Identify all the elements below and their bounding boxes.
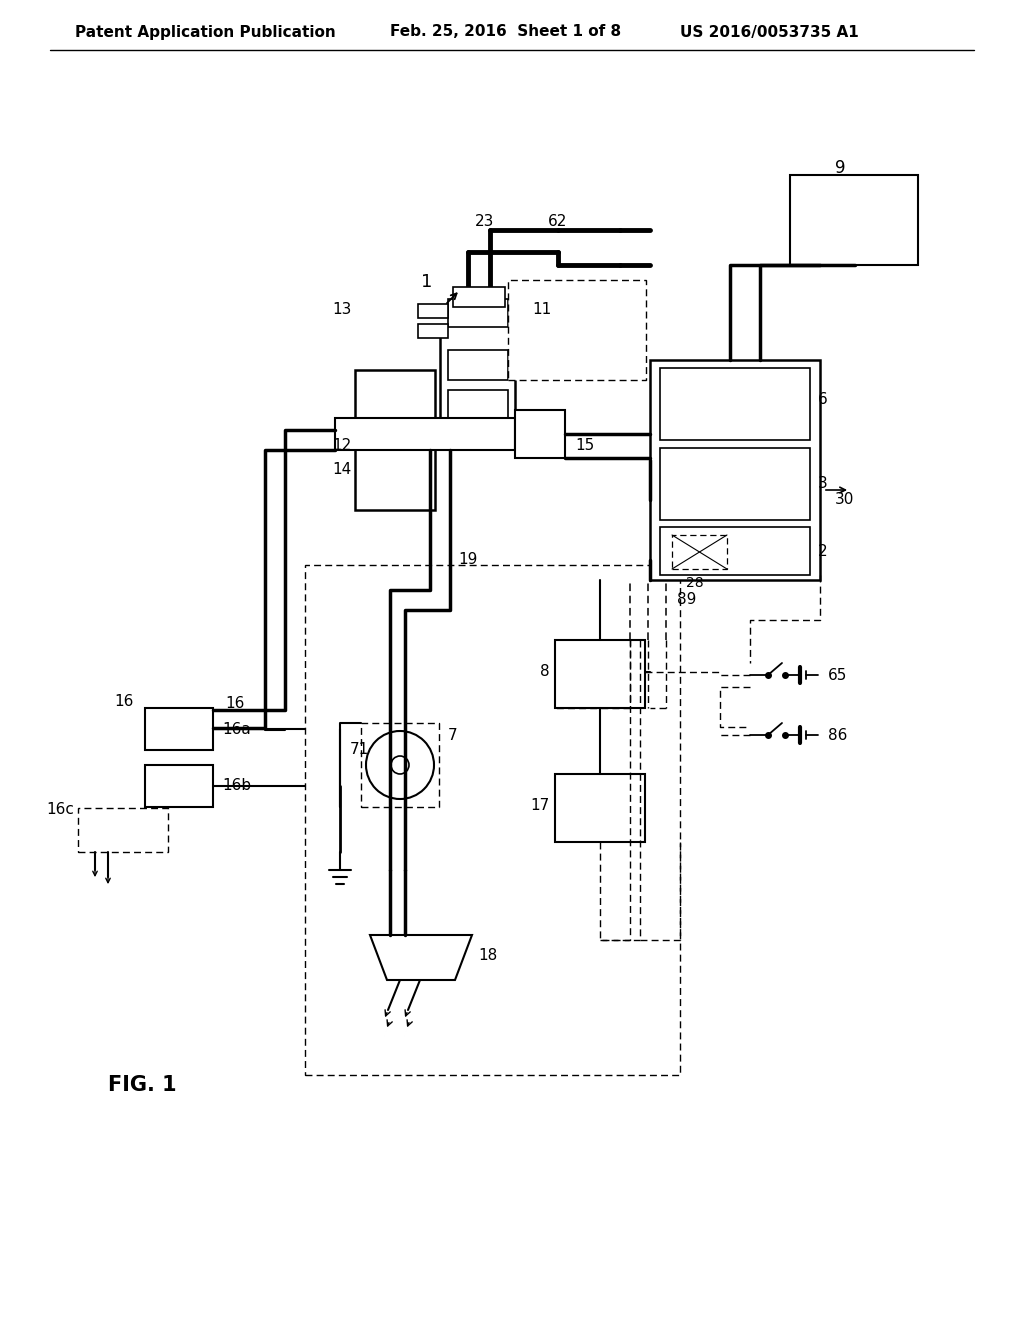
Text: 16b: 16b [222,779,251,793]
Bar [449,300,508,327]
Bar [672,535,727,569]
Text: 19: 19 [458,553,477,568]
Bar [660,527,810,576]
Bar [449,350,508,380]
Text: 62: 62 [548,214,567,230]
Text: 65: 65 [828,668,848,682]
Bar [555,774,645,842]
Text: 12: 12 [333,437,352,453]
Bar [361,723,439,807]
Text: 15: 15 [575,437,594,453]
Bar [660,447,810,520]
Text: 6: 6 [818,392,827,408]
Text: 14: 14 [333,462,352,478]
Text: 8: 8 [541,664,550,680]
Text: 1: 1 [421,273,432,290]
Text: FIG. 1: FIG. 1 [108,1074,176,1096]
Text: 11: 11 [532,302,551,318]
Text: 16: 16 [225,697,245,711]
Text: 71: 71 [350,742,370,758]
Text: 86: 86 [828,727,848,742]
Bar [418,304,449,318]
Text: 23: 23 [475,214,495,230]
Text: Patent Application Publication: Patent Application Publication [75,25,336,40]
Text: 3: 3 [818,475,827,491]
Bar [145,766,213,807]
Bar [145,708,213,750]
Text: 89: 89 [677,593,696,607]
Bar [440,325,515,440]
Bar [650,360,820,579]
Text: 30: 30 [835,492,854,507]
Text: 13: 13 [333,302,352,318]
Bar [449,389,508,420]
Text: US 2016/0053735 A1: US 2016/0053735 A1 [680,25,859,40]
Bar [78,808,168,851]
Text: 18: 18 [478,948,498,962]
Bar [355,370,435,510]
Text: Feb. 25, 2016  Sheet 1 of 8: Feb. 25, 2016 Sheet 1 of 8 [390,25,622,40]
Bar [660,368,810,440]
Bar [305,565,680,1074]
Text: 28: 28 [686,576,703,590]
Text: 17: 17 [530,799,550,813]
Bar [515,411,565,458]
Text: 16: 16 [115,694,134,710]
Bar [508,280,646,380]
Bar [335,418,515,450]
Text: 2: 2 [818,544,827,560]
Polygon shape [370,935,472,979]
Bar [790,176,918,265]
Bar [555,640,645,708]
Bar [418,323,449,338]
Bar [453,286,505,308]
Text: 16c: 16c [46,803,74,817]
Text: 7: 7 [449,727,458,742]
Text: 9: 9 [835,158,845,177]
Text: 16a: 16a [222,722,251,737]
